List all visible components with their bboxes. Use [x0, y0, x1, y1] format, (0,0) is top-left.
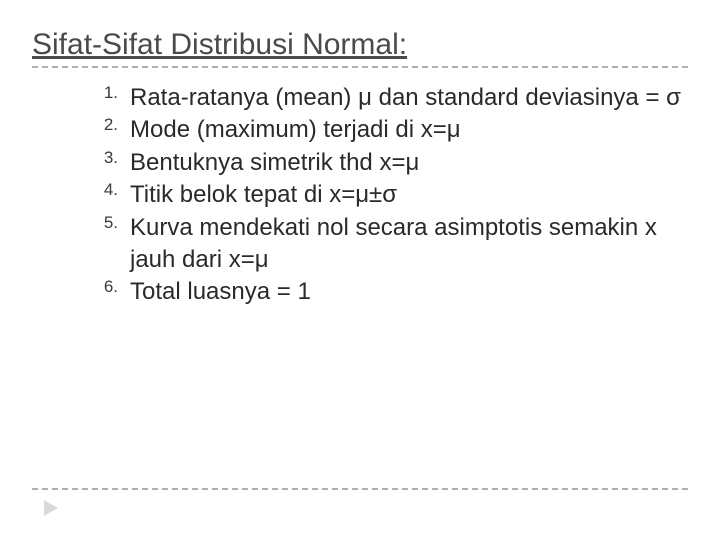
- arrow-icon: [44, 500, 58, 516]
- title-divider: [32, 66, 688, 68]
- item-text: Titik belok tepat di x=μ±σ: [130, 181, 397, 208]
- list-item: 2. Mode (maximum) terjadi di x=μ: [90, 114, 688, 146]
- item-text: Total luasnya = 1: [130, 278, 311, 305]
- item-number: 3.: [90, 147, 118, 170]
- slide-container: Sifat-Sifat Distribusi Normal: 1. Rata-r…: [0, 0, 720, 540]
- item-text: Kurva mendekati nol secara asimptotis se…: [130, 214, 657, 273]
- list-item: 5. Kurva mendekati nol secara asimptotis…: [90, 212, 688, 277]
- list-item: 4. Titik belok tepat di x=μ±σ: [90, 179, 688, 211]
- item-number: 4.: [90, 179, 118, 202]
- item-number: 5.: [90, 212, 118, 235]
- item-number: 2.: [90, 114, 118, 137]
- item-number: 1.: [90, 82, 118, 105]
- list-item: 3. Bentuknya simetrik thd x=μ: [90, 147, 688, 179]
- properties-list: 1. Rata-ratanya (mean) μ dan standard de…: [32, 82, 688, 309]
- item-number: 6.: [90, 276, 118, 299]
- list-item: 1. Rata-ratanya (mean) μ dan standard de…: [90, 82, 688, 114]
- item-text: Bentuknya simetrik thd x=μ: [130, 149, 419, 176]
- item-text: Mode (maximum) terjadi di x=μ: [130, 116, 461, 143]
- list-item: 6. Total luasnya = 1: [90, 276, 688, 308]
- slide-title: Sifat-Sifat Distribusi Normal:: [32, 28, 688, 62]
- footer-divider: [32, 488, 688, 490]
- item-text: Rata-ratanya (mean) μ dan standard devia…: [130, 84, 681, 111]
